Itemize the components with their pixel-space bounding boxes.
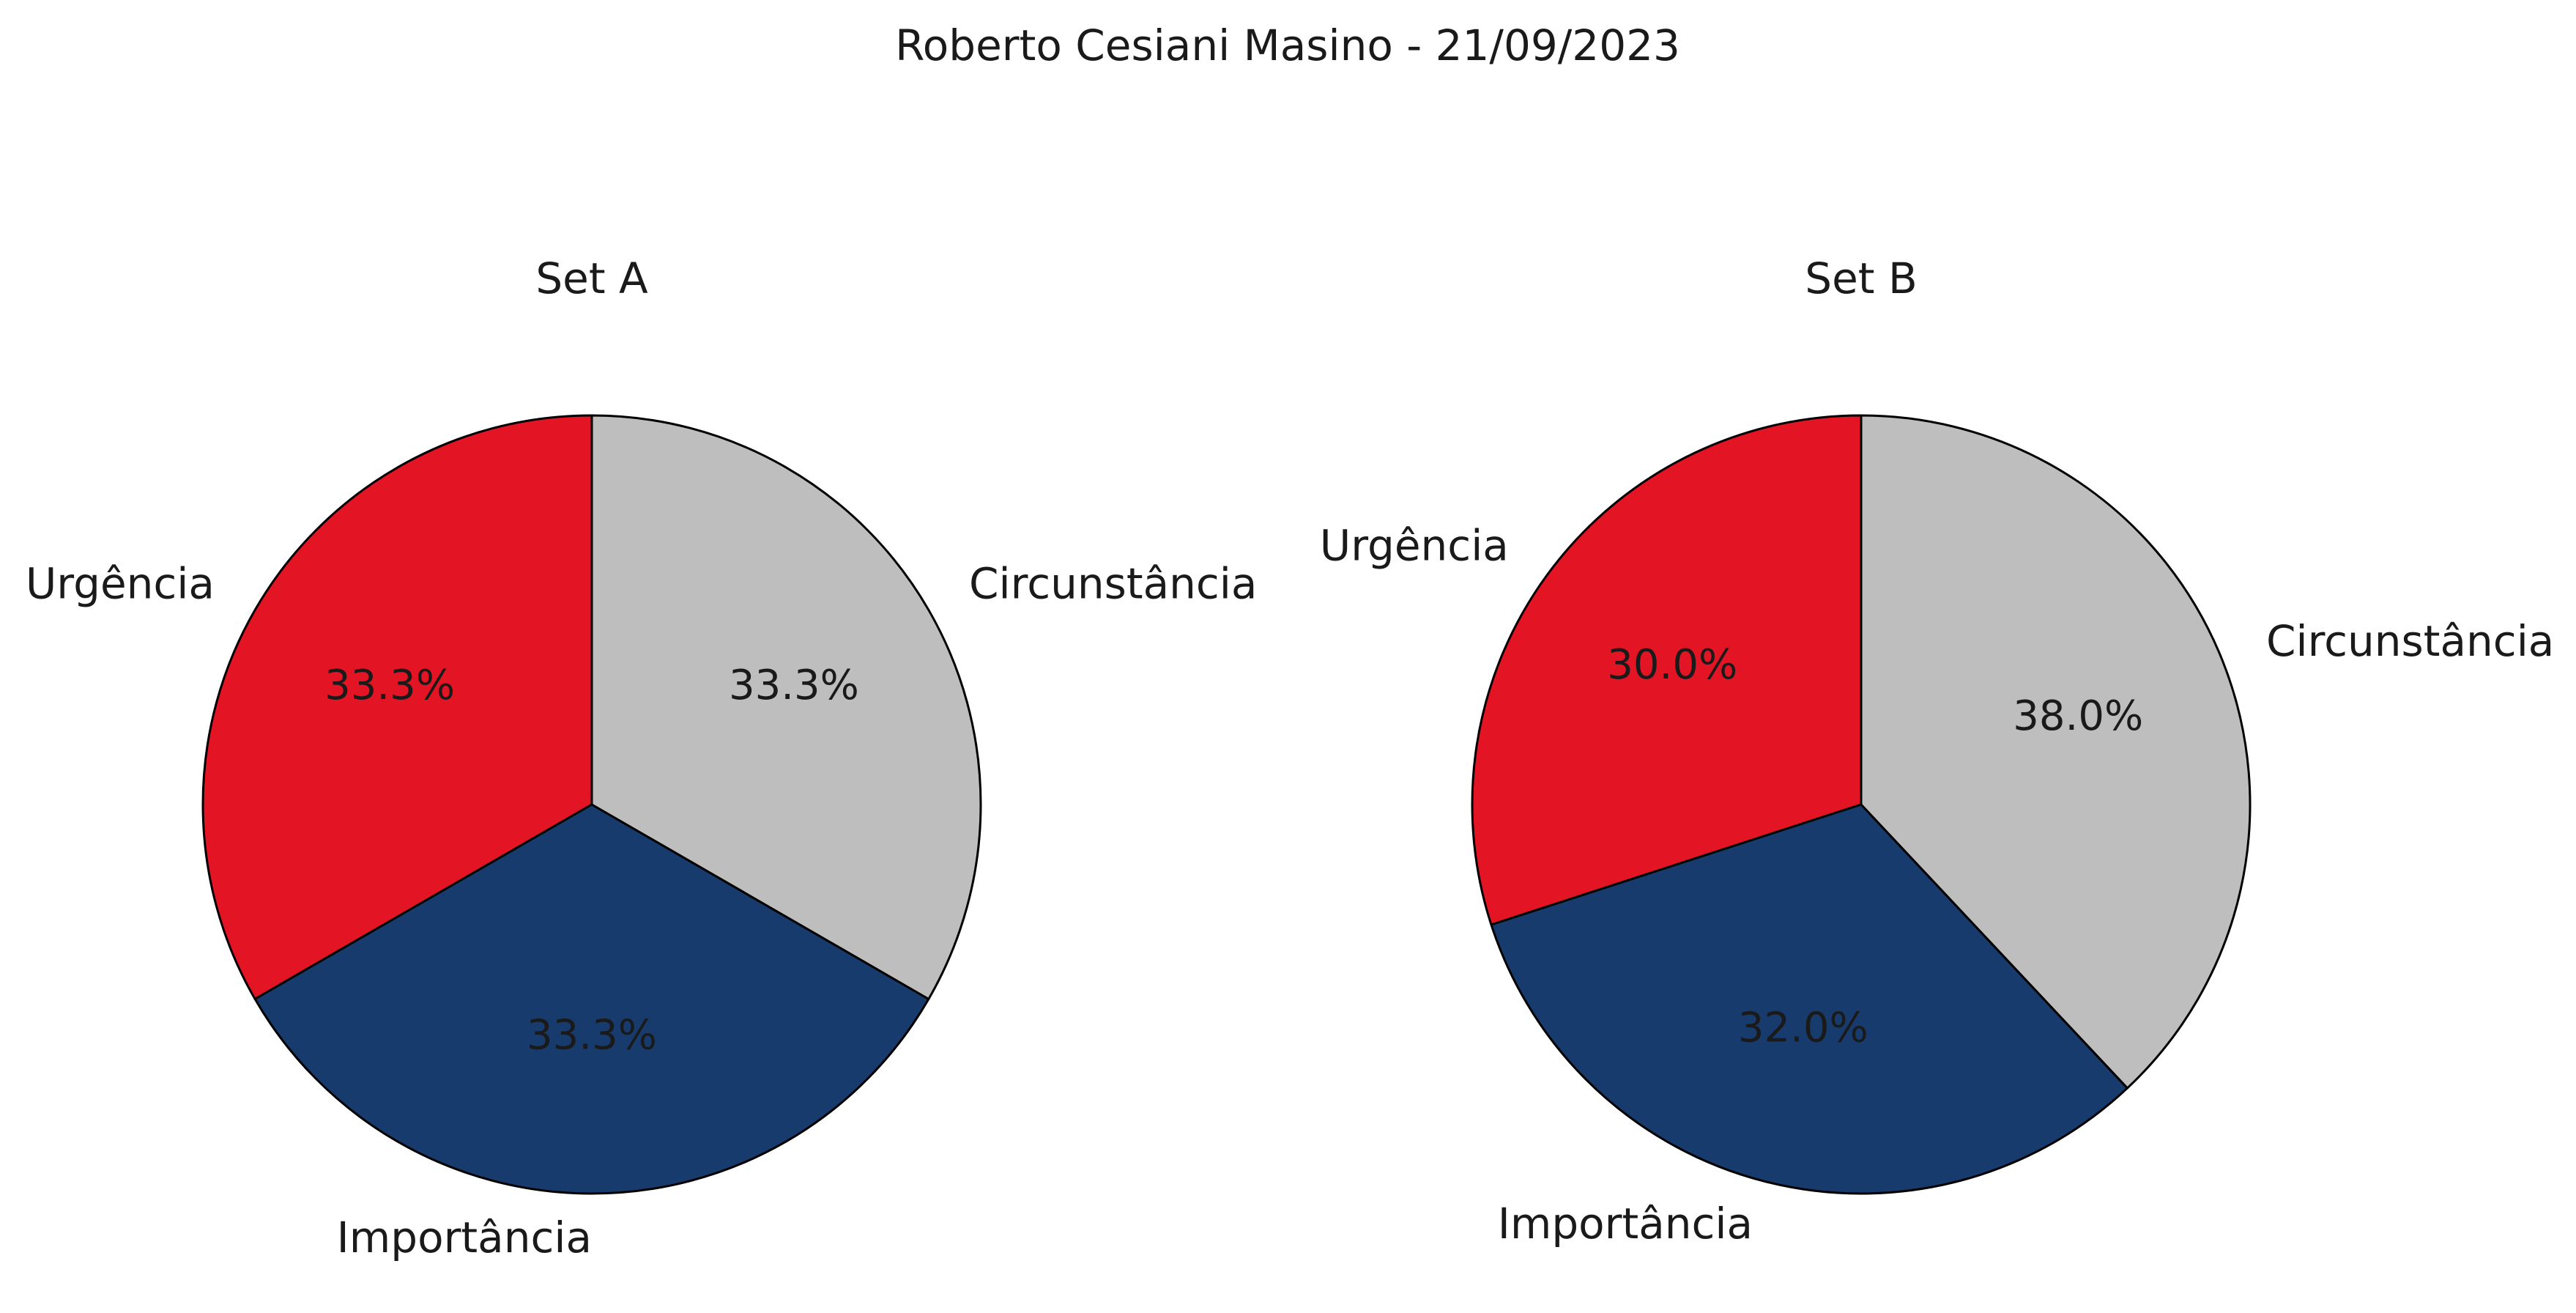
pie-slice-circunstancia <box>1860 414 2252 1090</box>
slice-label-circunstancia: Circunstância <box>969 559 1257 609</box>
slice-percent-circunstancia: 33.3% <box>729 662 859 709</box>
pie-set-a: Set A Urgência 33.3% Importância 33.3% Circun… <box>26 254 1258 1262</box>
figure-title: Roberto Cesiani Masino - 21/09/2023 <box>895 21 1680 70</box>
pie-labels: Urgência 30.0% Importância 32.0% Circunstânc… <box>1320 521 2555 1249</box>
pie-slices <box>201 414 982 1195</box>
slice-percent-importancia: 33.3% <box>527 1012 657 1059</box>
slice-label-circunstancia: Circunstância <box>2266 616 2554 666</box>
pie-set-b: Set B Urgência 30.0% Importância 32.0% Circun… <box>1320 254 2555 1249</box>
pie-slices <box>1471 414 2252 1195</box>
pie-slice-importancia <box>1490 803 2128 1195</box>
pie-slice-urgencia <box>201 414 593 1000</box>
pie-slice-urgencia <box>1471 414 1863 926</box>
slice-percent-urgencia: 30.0% <box>1607 641 1737 689</box>
pie-slice-circunstancia <box>590 414 982 1000</box>
slice-label-urgencia: Urgência <box>26 559 215 609</box>
slice-percent-urgencia: 33.3% <box>324 662 455 709</box>
pie-title-set-b: Set B <box>1805 254 1917 303</box>
slice-label-importancia: Importância <box>337 1213 592 1262</box>
slice-label-urgencia: Urgência <box>1320 521 1509 571</box>
slice-label-importancia: Importância <box>1498 1199 1753 1249</box>
slice-percent-circunstancia: 38.0% <box>2013 692 2143 740</box>
pie-title-set-a: Set A <box>535 254 648 303</box>
pie-labels: Urgência 33.3% Importância 33.3% Circunstânc… <box>26 559 1258 1262</box>
slice-percent-importancia: 32.0% <box>1738 1005 1868 1052</box>
